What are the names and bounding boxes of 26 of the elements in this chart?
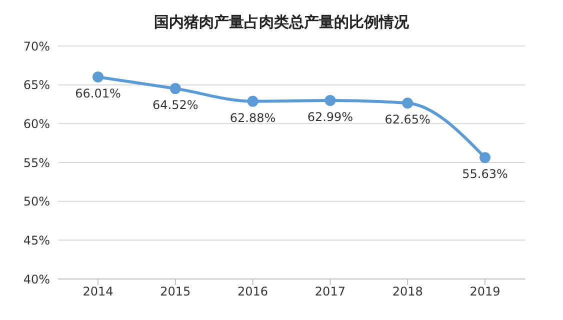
point — [170, 83, 181, 94]
x-tick-label: 2015 — [160, 284, 191, 299]
y-tick-label: 60% — [23, 116, 50, 131]
data-label: 66.01% — [75, 86, 121, 101]
point — [247, 96, 258, 107]
y-tick-label: 40% — [23, 272, 50, 286]
chart-title: 国内猪肉产量占肉类总产量的比例情况 — [153, 12, 410, 33]
y-tick-label: 65% — [23, 78, 50, 92]
data-label: 55.63% — [462, 167, 508, 182]
x-tick-label: 2017 — [314, 284, 346, 299]
point — [480, 152, 490, 164]
x-tick-label: 2014 — [82, 284, 114, 299]
data-label: 62.88% — [230, 110, 276, 125]
x-tick-label: 2016 — [238, 284, 268, 299]
x-tick-label: 2018 — [392, 284, 423, 299]
y-tick-label: 70% — [23, 39, 50, 54]
data-label: 62.99% — [307, 110, 354, 124]
point — [402, 98, 414, 109]
y-tick-label: 55% — [23, 156, 50, 170]
y-tick-label: 50% — [23, 194, 50, 209]
y-tick-label: 45% — [23, 233, 50, 248]
data-label: 64.52% — [152, 98, 198, 112]
point — [92, 71, 104, 82]
data-label: 62.65% — [384, 112, 430, 127]
x-tick-label: 2019 — [470, 284, 500, 299]
point — [324, 94, 336, 106]
